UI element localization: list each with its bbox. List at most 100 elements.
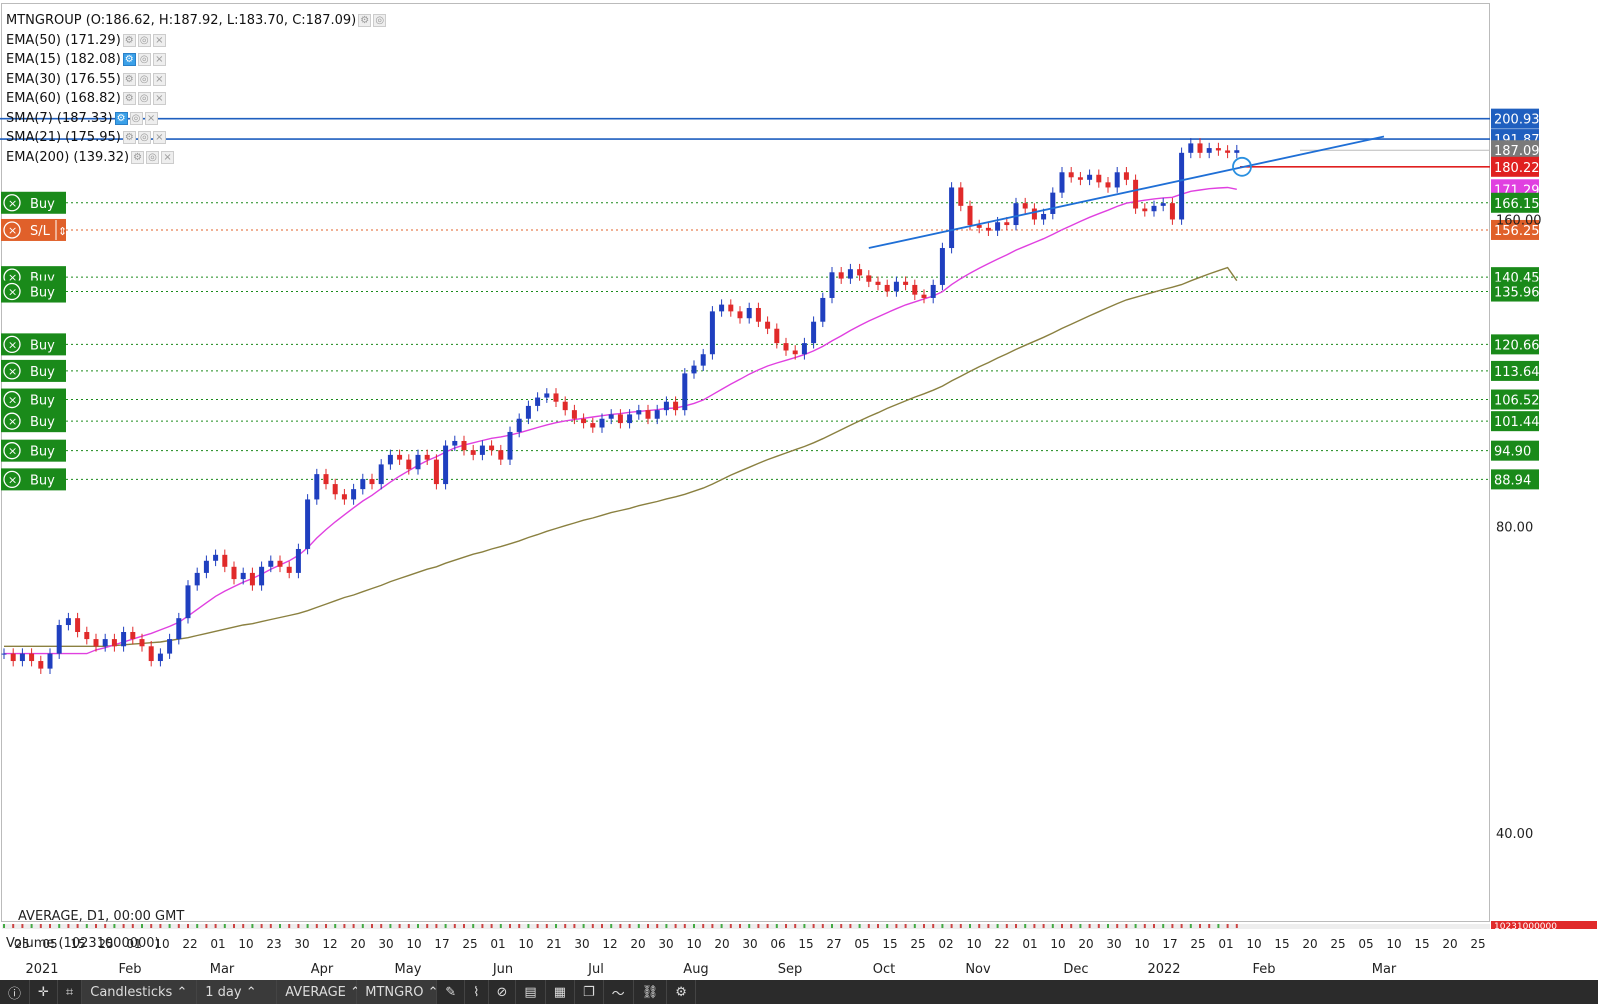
price-tag [1491,469,1539,490]
candle-body [277,560,283,567]
volume-bar [757,924,760,928]
close-order-icon[interactable] [3,335,21,354]
buy-order[interactable]: × Buy [1,191,66,214]
settings-icon[interactable]: ⚙ [114,111,128,125]
study-select[interactable]: AVERAGE ⌃ [277,980,361,1004]
volume-bar [76,924,79,928]
volume-bar [739,924,741,928]
stop-loss-order[interactable]: × S/L ⇕ [1,218,67,241]
volume-bar [766,924,769,928]
close-icon[interactable]: × [144,111,158,125]
x-tick-label: 20 [350,937,365,951]
close-icon[interactable]: × [152,53,166,67]
chart-type-select[interactable]: Candlesticks ⌃ [82,980,198,1004]
candle-body [783,343,789,351]
link-icon[interactable]: ⛓ [634,980,668,1004]
buy-order[interactable]: × Buy [1,280,66,303]
gear-icon[interactable]: ⚙ [667,980,696,1004]
visibility-icon[interactable]: ◎ [137,131,151,145]
buy-order[interactable]: × Buy [1,388,66,411]
alert-marker-icon[interactable] [1232,156,1252,177]
grid-icon[interactable]: ▦ [546,980,576,1004]
visibility-icon[interactable]: ◎ [146,150,160,164]
volume-bar [214,924,217,928]
crosshair-icon[interactable]: ✛ [30,980,58,1004]
legend-row: SMA(21) (175.95) ⚙ ◎ × [6,128,386,148]
trend-icon[interactable]: 〜 [604,980,634,1004]
volume-bar [453,924,456,928]
settings-icon[interactable]: ⚙ [122,33,136,47]
ema200-line [4,266,1238,647]
buy-order[interactable]: × Buy [1,410,66,433]
close-x-icon: × [8,445,17,458]
close-x-icon: × [8,473,17,486]
symbol-select[interactable]: MTNGRO ⌃ [357,980,439,1004]
adjust-arrows-icon[interactable]: ⇕ [58,225,67,238]
close-order-icon[interactable] [3,390,21,409]
close-order-icon[interactable] [3,412,21,430]
visibility-icon[interactable]: ◎ [137,92,151,106]
candle-body [682,373,688,411]
close-order-icon[interactable] [3,221,21,239]
hide-icon[interactable]: ⊘ [489,980,517,1004]
volume-bar [325,924,327,928]
candle-body [130,632,136,640]
close-x-icon: × [8,415,17,428]
volume-bar [1143,924,1146,928]
volume-bar [1180,924,1183,928]
candle-body [1234,150,1240,153]
price-chart[interactable]: 200.93191.87187.09180.22171.29166.15156.… [0,0,1598,980]
buy-order[interactable]: × Buy [1,439,66,462]
pencil-icon[interactable]: ✎ [437,980,466,1004]
trend-line[interactable] [868,135,1385,249]
visibility-icon[interactable]: ◎ [137,33,151,47]
candle-body [148,646,154,662]
visibility-icon[interactable]: ◎ [137,53,151,67]
settings-icon[interactable]: ⚙ [122,92,136,106]
settings-icon[interactable]: ⚙ [122,53,136,67]
visibility-icon[interactable]: ◎ [373,14,387,28]
volume-bar [527,924,530,928]
timeframe-select[interactable]: 1 day ⌃ [197,980,278,1004]
settings-icon[interactable]: ⚙ [122,131,136,145]
visibility-icon[interactable]: ◎ [137,72,151,86]
close-order-icon[interactable] [3,442,21,460]
close-icon[interactable]: × [161,150,175,164]
candle-body [176,618,182,640]
candle-body [305,499,311,549]
volume-bar [30,924,33,928]
close-icon[interactable]: × [152,92,166,106]
chart-type-value: Candlesticks [90,984,173,1000]
volume-bar [619,924,622,928]
buy-order[interactable]: × Buy [1,468,66,491]
volume-bar [159,924,162,928]
visibility-icon[interactable]: ◎ [129,111,143,125]
candle-body [167,639,173,654]
close-order-icon[interactable] [3,282,21,301]
close-icon[interactable]: × [152,72,166,86]
buy-order[interactable]: × Buy [1,359,66,382]
candle-body [268,560,274,567]
close-icon[interactable]: × [152,33,166,47]
buy-order[interactable]: × Buy [1,333,66,356]
volume-bar [509,924,511,928]
info-icon[interactable]: ⓘ [0,980,31,1004]
brush-icon[interactable]: ⌇ [465,980,489,1004]
settings-icon[interactable]: ⚙ [122,72,136,86]
crop-icon[interactable]: ⌗ [58,980,83,1004]
close-icon[interactable]: × [152,131,166,145]
candle-body [185,585,191,619]
pages-icon[interactable]: ❐ [575,980,604,1004]
close-order-icon[interactable] [3,194,21,212]
indicator-icon[interactable]: ▤ [516,980,546,1004]
close-x-icon: × [8,224,17,237]
close-order-icon[interactable] [3,470,21,489]
settings-icon[interactable]: ⚙ [358,14,372,28]
close-order-icon[interactable] [3,362,21,380]
volume-bar [656,924,659,928]
settings-icon[interactable]: ⚙ [131,150,145,164]
x-tick-label: 20 [1078,937,1093,951]
volume-bar [223,924,226,928]
x-tick-label: 20 [714,937,729,951]
candle-body [121,632,127,647]
